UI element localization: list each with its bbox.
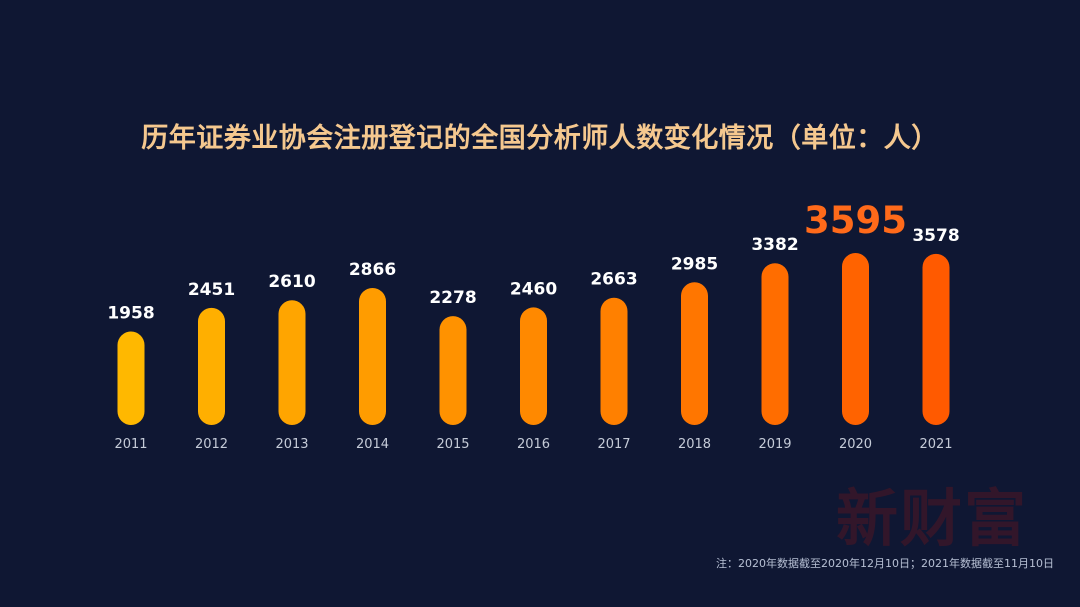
x-tick-label-2013: 2013 <box>275 437 308 452</box>
x-tick-label-2012: 2012 <box>195 437 228 452</box>
value-label-2013: 2610 <box>268 272 315 292</box>
value-label-2017: 2663 <box>590 270 637 290</box>
footnote: 注：2020年数据截至2020年12月10日；2021年数据截至11月10日 <box>716 557 1054 570</box>
bar-2011 <box>117 331 145 425</box>
x-tick-label-2020: 2020 <box>839 437 872 452</box>
chart-title: 历年证券业协会注册登记的全国分析师人数变化情况（单位：人） <box>141 123 939 154</box>
bar-2020 <box>842 253 869 425</box>
value-label-2012: 2451 <box>188 280 235 300</box>
value-label-2018: 2985 <box>671 254 718 274</box>
value-label-2020: 3595 <box>804 199 907 242</box>
x-tick-label-2014: 2014 <box>356 437 389 452</box>
bar-2012 <box>198 307 225 425</box>
value-label-2021: 3578 <box>912 226 959 246</box>
x-tick-label-2015: 2015 <box>436 437 469 452</box>
bar-2013 <box>278 300 306 425</box>
x-tick-label-2011: 2011 <box>114 437 147 452</box>
x-tick-label-2017: 2017 <box>597 437 630 452</box>
bar-2016 <box>520 307 547 425</box>
value-label-2011: 1958 <box>107 304 154 324</box>
value-label-2016: 2460 <box>510 279 557 299</box>
bar-2018 <box>681 282 708 425</box>
bar-2017 <box>600 297 628 425</box>
x-tick-label-2018: 2018 <box>678 437 711 452</box>
bar-2015 <box>439 316 467 425</box>
bar-2019 <box>761 263 789 425</box>
bar-2014 <box>359 287 386 425</box>
x-tick-label-2019: 2019 <box>758 437 791 452</box>
watermark-logo: 新财富 <box>836 482 1029 555</box>
bar-2021 <box>922 253 950 425</box>
x-tick-label-2016: 2016 <box>517 437 550 452</box>
x-tick-label-2021: 2021 <box>919 437 952 452</box>
value-label-2019: 3382 <box>751 235 798 255</box>
value-label-2014: 2866 <box>349 260 396 280</box>
value-label-2015: 2278 <box>429 288 476 308</box>
